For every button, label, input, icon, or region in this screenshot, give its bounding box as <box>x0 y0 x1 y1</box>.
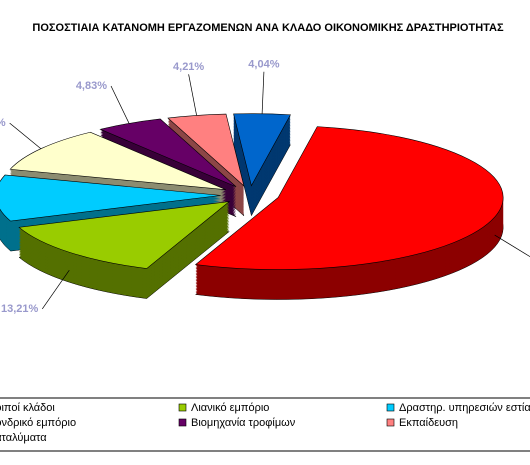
legend-swatch <box>386 403 395 412</box>
slice-top <box>233 113 291 187</box>
slice <box>194 126 504 300</box>
legend-label: Εκπαίδευση <box>399 417 458 429</box>
leader-line <box>41 270 70 310</box>
data-label: 4,83% <box>76 80 107 92</box>
slice <box>233 113 291 217</box>
data-label: 4,21% <box>173 61 204 73</box>
data-label: 13,21% <box>1 303 39 315</box>
slice-top <box>18 201 231 269</box>
slice-top <box>0 174 221 222</box>
legend-label: Λιανικό εμπόριο <box>191 402 269 414</box>
leader-line <box>110 85 130 124</box>
legend-label: Καταλύματα <box>0 432 47 444</box>
legend-label: Λοιποί κλάδοι <box>0 402 55 414</box>
data-label: 4,04% <box>248 59 279 71</box>
leader-line <box>261 71 265 114</box>
leader-line <box>494 234 530 258</box>
legend-swatch <box>386 418 395 427</box>
legend-swatch <box>178 418 187 427</box>
slice-top <box>167 113 245 187</box>
legend-label: Χονδρικό εμπόριο <box>0 417 76 429</box>
legend-label: Δραστηρ. υπηρεσιών εστίασης <box>399 402 530 414</box>
legend-label: Βιομηχανία τροφίμων <box>191 417 296 429</box>
data-label: 10,13% <box>0 117 6 129</box>
slice <box>18 201 231 299</box>
slice-top <box>194 126 504 270</box>
leader-line <box>9 122 42 149</box>
legend-swatch <box>178 403 187 412</box>
leader-line <box>188 74 197 116</box>
chart-title: ΠΟΣΟΣΤΙΑΙΑ ΚΑΤΑΝΟΜΗ ΕΡΓΑΖΟΜΕΝΩΝ ΑΝΑ ΚΛΑΔ… <box>32 22 504 34</box>
